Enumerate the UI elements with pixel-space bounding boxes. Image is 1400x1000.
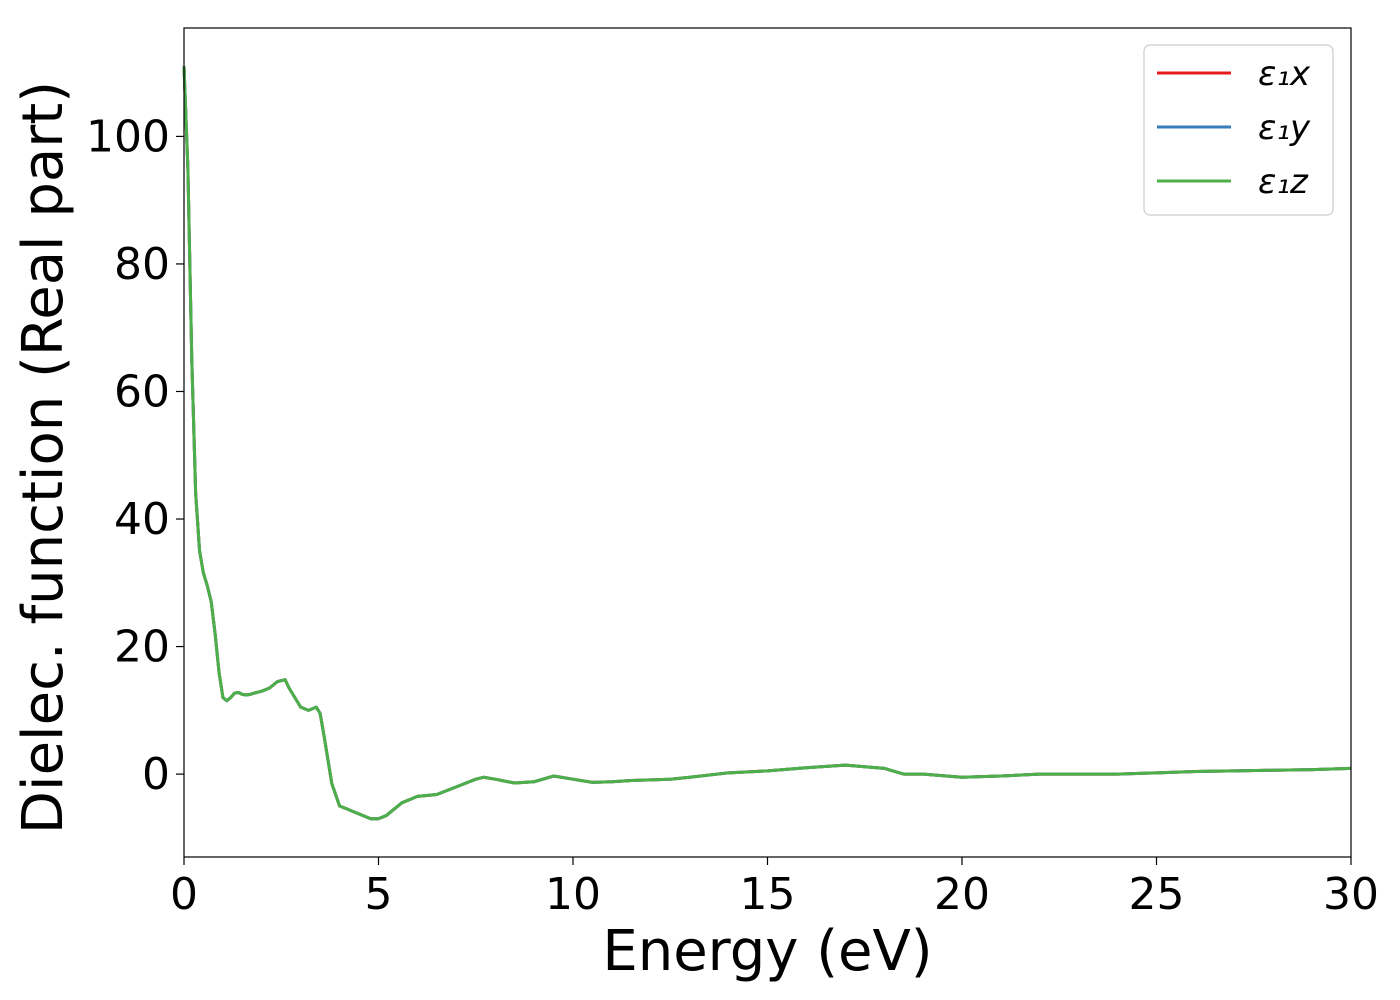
y-tick-label: 80 <box>114 239 170 290</box>
y-tick-label: 100 <box>86 111 170 162</box>
legend-label-1: ε₁x <box>1258 54 1311 94</box>
x-tick-label: 0 <box>170 869 198 920</box>
y-tick-label: 60 <box>114 366 170 417</box>
y-tick-label: 20 <box>114 622 170 673</box>
y-axis-label: Dielec. function (Real part) <box>11 81 76 834</box>
y-tick-label: 0 <box>142 749 170 800</box>
x-tick-label: 25 <box>1129 869 1185 920</box>
series-line-3 <box>182 66 1352 821</box>
x-axis-label: Energy (eV) <box>602 919 932 984</box>
x-tick-label: 20 <box>934 869 990 920</box>
legend-box <box>1143 44 1334 216</box>
x-tick-label: 10 <box>545 869 601 920</box>
y-axis: 0 20 40 60 80 100 <box>86 111 184 800</box>
legend-label-3: ε₁z <box>1258 162 1309 202</box>
x-tick-label: 5 <box>365 869 393 920</box>
legend-label-2: ε₁y <box>1258 108 1311 148</box>
x-tick-label: 30 <box>1323 869 1379 920</box>
series-layer <box>182 66 1352 821</box>
x-axis: 0 5 10 15 20 25 30 <box>170 857 1379 920</box>
x-tick-label: 15 <box>740 869 796 920</box>
legend: ε₁x ε₁y ε₁z <box>1143 44 1334 216</box>
y-tick-label: 40 <box>114 494 170 545</box>
